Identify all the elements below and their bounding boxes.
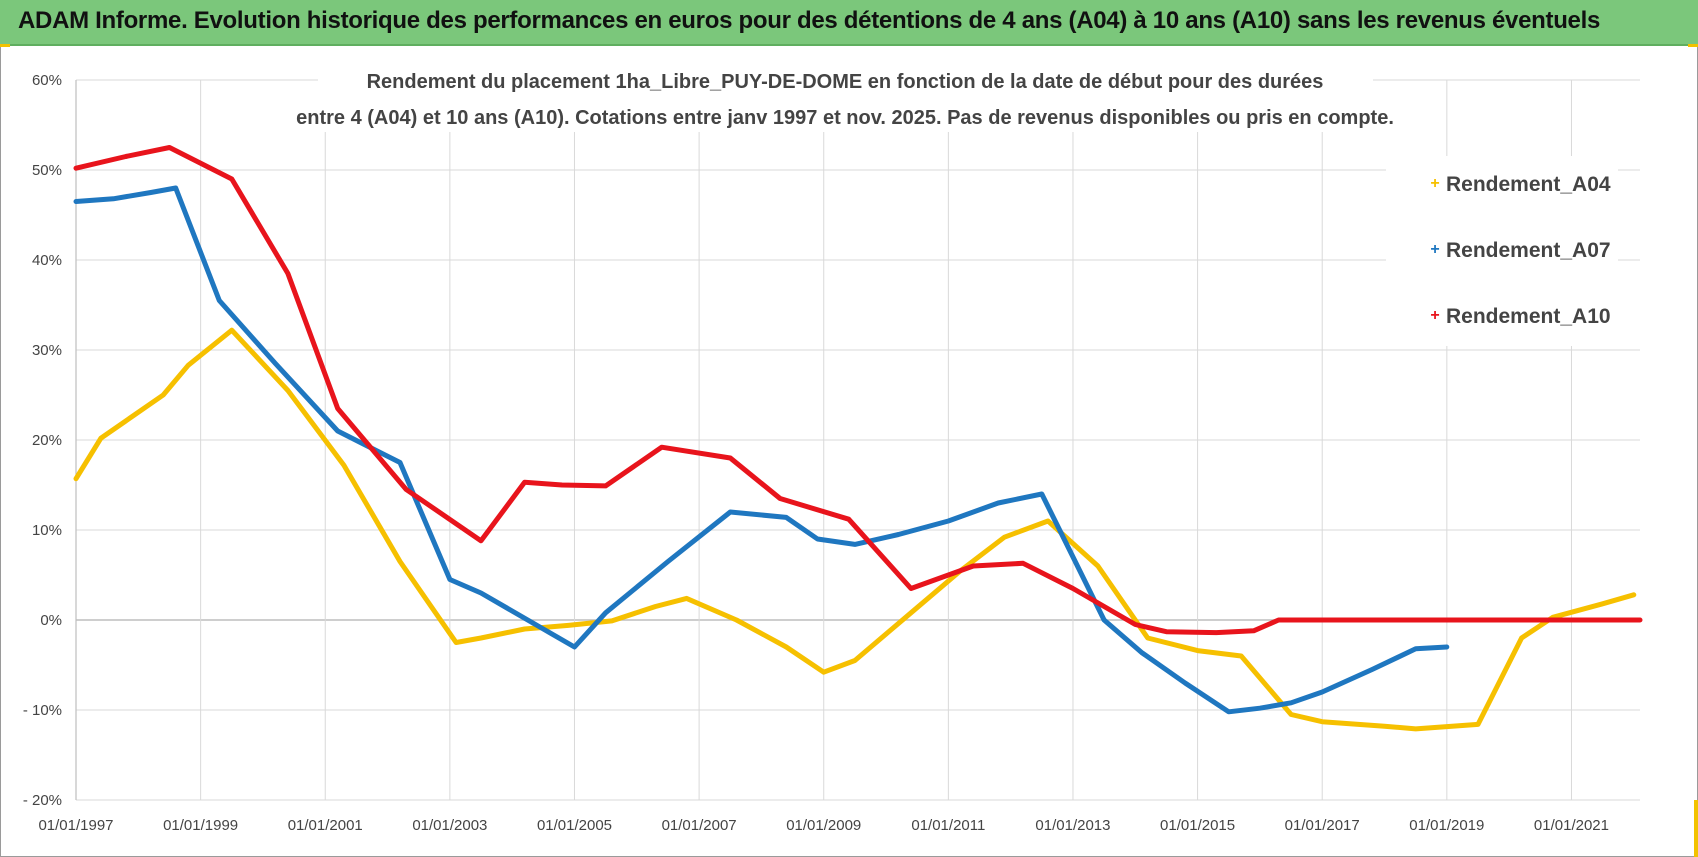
- x-tick-label: 01/01/2001: [288, 817, 363, 834]
- legend-marker-icon: +: [1430, 241, 1439, 258]
- legend-marker-icon: +: [1430, 307, 1439, 324]
- x-tick-label: 01/01/2011: [911, 817, 985, 834]
- y-tick-label: 40%: [32, 252, 62, 269]
- corner-accent-top-left: [0, 44, 10, 47]
- x-tick-label: 01/01/2007: [662, 817, 737, 834]
- legend-background: [1386, 156, 1618, 346]
- y-tick-label: - 10%: [23, 702, 62, 719]
- x-tick-label: 01/01/1997: [38, 817, 113, 834]
- x-tick-label: 01/01/2009: [786, 817, 861, 834]
- x-tick-label: 01/01/2019: [1409, 817, 1484, 834]
- y-tick-label: 10%: [32, 522, 62, 539]
- y-tick-label: 0%: [40, 612, 62, 629]
- series-line-rendement_a10: [73, 145, 1643, 636]
- y-tick-label: 50%: [32, 162, 62, 179]
- corner-accent-top-right: [1688, 44, 1698, 47]
- x-tick-label: 01/01/2003: [412, 817, 487, 834]
- y-tick-label: 60%: [32, 72, 62, 89]
- x-tick-label: 01/01/2013: [1035, 817, 1110, 834]
- legend-label: Rendement_A10: [1446, 305, 1611, 328]
- legend-label: Rendement_A04: [1446, 173, 1611, 196]
- chart-subtitle-line: entre 4 (A04) et 10 ans (A10). Cotations…: [296, 107, 1394, 129]
- x-tick-label: 01/01/2017: [1285, 817, 1360, 834]
- x-tick-label: 01/01/2005: [537, 817, 612, 834]
- series-line-rendement_a04: [73, 327, 1637, 732]
- y-tick-label: - 20%: [23, 792, 62, 809]
- corner-accent-right-edge: [1694, 800, 1698, 857]
- series-line-rendement_a07: [73, 185, 1450, 715]
- title-banner: ADAM Informe. Evolution historique des p…: [0, 0, 1698, 46]
- legend-label: Rendement_A07: [1446, 239, 1611, 262]
- x-tick-label: 01/01/2015: [1160, 817, 1235, 834]
- subtitle-background: [318, 66, 1373, 132]
- x-tick-label: 01/01/2021: [1534, 817, 1609, 834]
- legend-marker-icon: +: [1430, 175, 1439, 192]
- chart-subtitle-line: Rendement du placement 1ha_Libre_PUY-DE-…: [367, 71, 1324, 93]
- banner-title: ADAM Informe. Evolution historique des p…: [18, 7, 1601, 34]
- y-tick-label: 30%: [32, 342, 62, 359]
- y-tick-label: 20%: [32, 432, 62, 449]
- x-tick-label: 01/01/1999: [163, 817, 238, 834]
